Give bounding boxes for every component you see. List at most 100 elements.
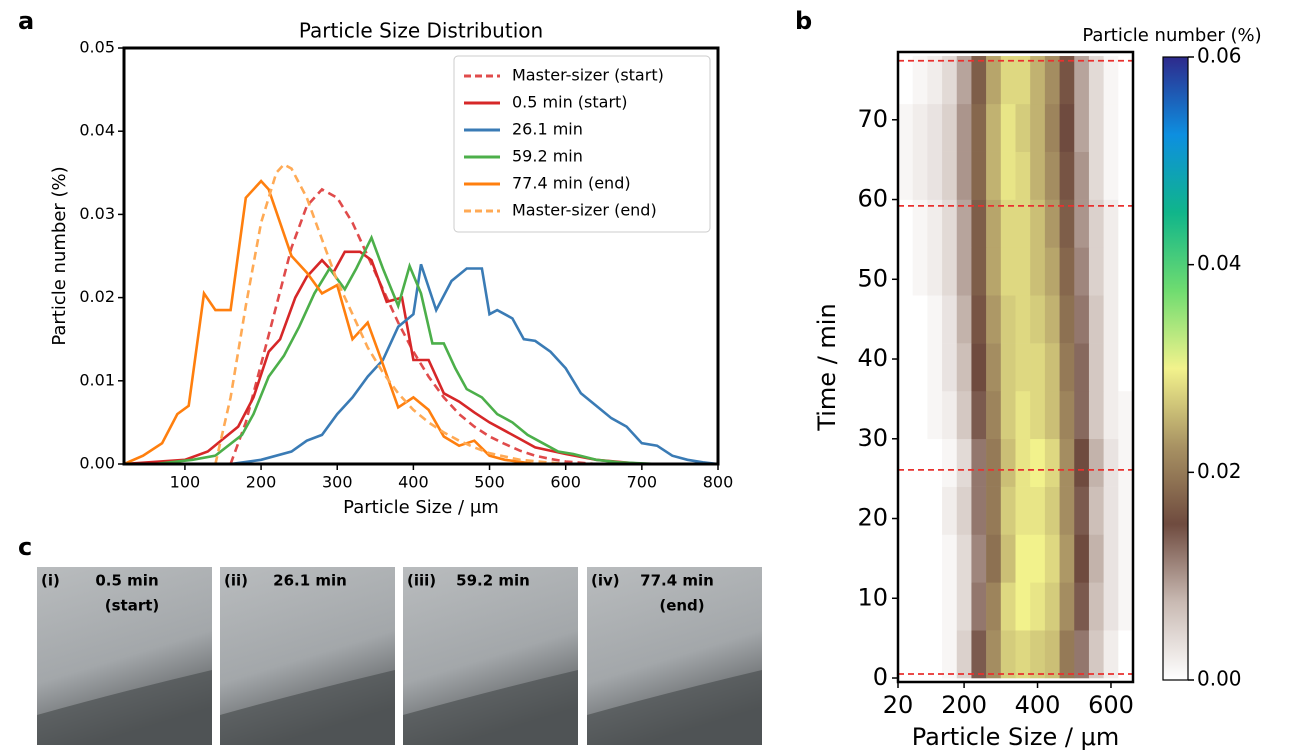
heat-cell [1044,486,1060,535]
series-line [124,179,536,464]
heat-cell [1088,390,1104,440]
heat-cell [1103,343,1119,392]
heat-cell [1074,151,1090,200]
legend-label: 0.5 min (start) [512,93,628,112]
heat-cell [1030,199,1046,248]
x-axis-label: Particle Size / μm [912,723,1120,751]
heat-cell [1000,151,1016,200]
heat-cell [1000,103,1016,152]
x-tick-label: 400 [398,473,429,492]
heat-cell [1103,55,1119,105]
heat-cell [1015,582,1031,631]
heat-cell [956,582,972,631]
heat-cell [1044,390,1060,440]
heat-cell [971,55,987,105]
heat-cell [942,295,958,344]
heat-cell [898,151,913,200]
heat-cell [986,582,1002,631]
y-tick-label: 0.04 [79,121,115,140]
heat-cell [971,438,987,487]
heat-cell [1059,486,1075,535]
x-axis-label: Particle Size / μm [343,497,499,518]
heat-cell [956,534,972,583]
heat-cell [956,199,972,248]
heat-cell [986,390,1002,440]
colorbar-label: Particle number (%) [1082,25,1261,46]
heat-cell [986,438,1002,487]
heat-cell [1103,295,1119,344]
heat-cell [1103,630,1119,679]
heat-cell [1103,151,1119,200]
heat-cell [1088,55,1104,105]
heat-cell [1088,630,1104,679]
heat-cell [956,486,972,535]
heat-cell [1118,630,1134,679]
x-tick-label: 300 [322,473,353,492]
heat-cell [942,438,958,487]
heat-cell [1044,534,1060,583]
heat-cell [971,199,987,248]
legend-label: 77.4 min (end) [512,174,631,193]
heat-cell [1088,151,1104,200]
heat-cell [1015,151,1031,200]
heat-cell [942,630,958,679]
heat-cell [1118,390,1134,440]
heat-cell [927,295,943,344]
photo-edge [37,670,212,745]
heat-cell [912,103,928,152]
y-tick-label: 40 [857,344,888,372]
heat-cell [912,630,928,679]
heat-cell [1059,534,1075,583]
heat-cell [971,630,987,679]
heat-cell [927,438,943,487]
heat-cell [898,534,913,583]
heat-cell [1030,343,1046,392]
panel-label: c [18,533,32,561]
y-tick-label: 0 [873,663,888,691]
heat-cell [1044,630,1060,679]
heat-cell [986,199,1002,248]
heat-cell [1088,582,1104,631]
heat-cell [912,390,928,440]
heat-cell [956,247,972,296]
x-tick-label: 800 [703,473,734,492]
heat-cell [898,247,913,296]
heat-cell [1088,343,1104,392]
chart-title: Particle Size Distribution [299,19,543,43]
heat-cell [971,247,987,296]
y-tick-label: 60 [857,185,888,213]
photo-note: (start) [105,597,160,615]
heat-cell [1088,486,1104,535]
heat-cell [942,247,958,296]
heat-cell [1044,343,1060,392]
legend-label: Master-sizer (end) [512,201,657,220]
heat-cell [1074,295,1090,344]
heat-cell [1015,103,1031,152]
heat-cell [1059,103,1075,152]
heat-cell [1118,534,1134,583]
heat-cell [971,295,987,344]
photo-tag: (iii) [407,572,436,590]
y-tick-label: 0.02 [79,287,115,306]
heat-cell [971,151,987,200]
heat-cell [1074,582,1090,631]
y-tick-label: 20 [857,504,888,532]
x-tick-label: 100 [170,473,201,492]
y-tick-label: 0.01 [79,370,115,389]
heat-cell [912,343,928,392]
y-tick-label: 70 [857,105,888,133]
heat-cell [912,582,928,631]
y-tick-label: 30 [857,424,888,452]
heat-cell [898,630,913,679]
heat-cell [1044,151,1060,200]
heat-cell [942,343,958,392]
x-tick-label: 600 [1088,691,1134,719]
heat-cell [1059,630,1075,679]
heat-cell [1074,247,1090,296]
heat-cell [956,151,972,200]
colorbar-tick-label: 0.02 [1197,459,1242,483]
heat-cell [956,630,972,679]
heat-cell [986,103,1002,152]
heat-cell [898,486,913,535]
heat-cell [912,295,928,344]
